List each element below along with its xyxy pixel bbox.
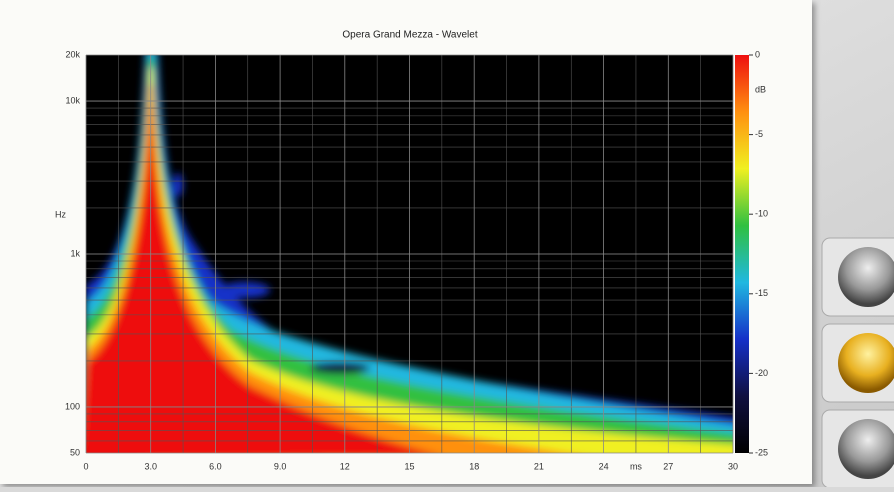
x-tick-label: 18 [469,461,479,471]
colorbar-tick-label: -10 [755,209,768,219]
knob [838,247,894,307]
colorbar-tick-label: -20 [755,368,768,378]
grid [85,54,734,454]
y-tick-label: 100 [65,401,80,411]
x-tick-label: 21 [534,461,544,471]
x-tick-label: 3.0 [144,461,157,471]
x-tick-label: 30 [728,461,738,471]
y-tick-label: 50 [70,447,80,457]
x-tick-label: 12 [340,461,350,471]
x-tick-label: 6.0 [209,461,222,471]
colorbar-label: dB [755,84,766,94]
x-tick-label: 0 [83,461,88,471]
y-axis-label: Hz [55,209,66,219]
y-tick-label: 1k [70,248,80,258]
buttons [821,237,894,489]
colorbar-tick-label: -5 [755,129,763,139]
x-axis-label: ms [630,461,642,471]
x-tick-label: 24 [599,461,609,471]
colorbar-tick-label: -25 [755,447,768,457]
colorbar [735,55,749,453]
knob [838,419,894,479]
colorbar-tick-label: 0 [755,49,760,59]
x-tick-label: 9.0 [274,461,287,471]
y-tick-label: 10k [65,95,80,105]
x-tick-label: 27 [663,461,673,471]
colorbar-tick-label: -15 [755,288,768,298]
knob [838,333,894,393]
x-tick-label: 15 [404,461,414,471]
chart-title: Opera Grand Mezza - Wavelet [342,30,477,41]
y-tick-label: 20k [65,49,80,59]
